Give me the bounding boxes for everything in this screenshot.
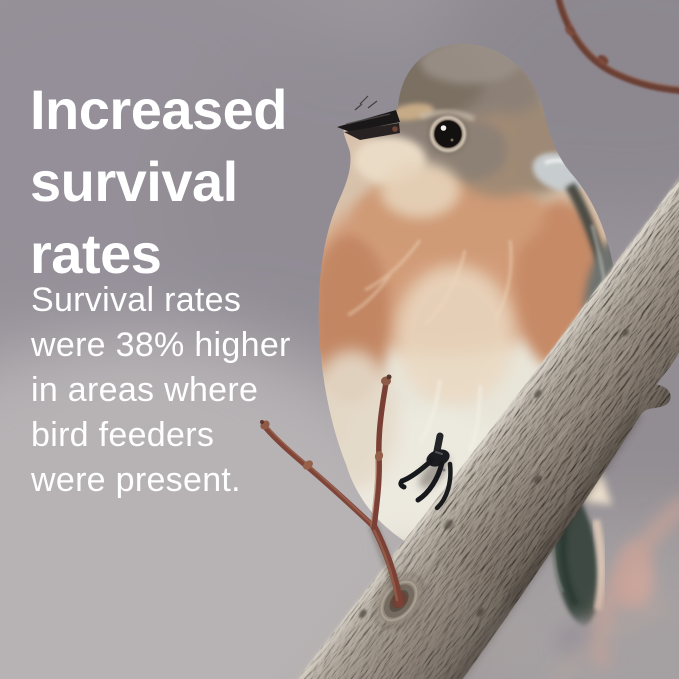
upper-twig — [555, 0, 679, 94]
red-twig — [260, 374, 407, 609]
eye-highlight — [440, 125, 447, 131]
beak-bristles — [354, 95, 378, 111]
twig-node — [565, 24, 575, 36]
beak — [337, 95, 400, 140]
talon — [434, 461, 453, 511]
eye-ring — [430, 116, 466, 152]
foreground-blur-twig — [551, 498, 679, 679]
breast-feather-streaks — [347, 239, 513, 327]
talon — [415, 460, 445, 503]
talon — [398, 457, 435, 490]
twig-node — [303, 460, 313, 470]
twig-node — [374, 451, 384, 461]
eye — [430, 116, 466, 152]
gape-spot — [392, 126, 398, 132]
bird-foot — [398, 432, 453, 511]
